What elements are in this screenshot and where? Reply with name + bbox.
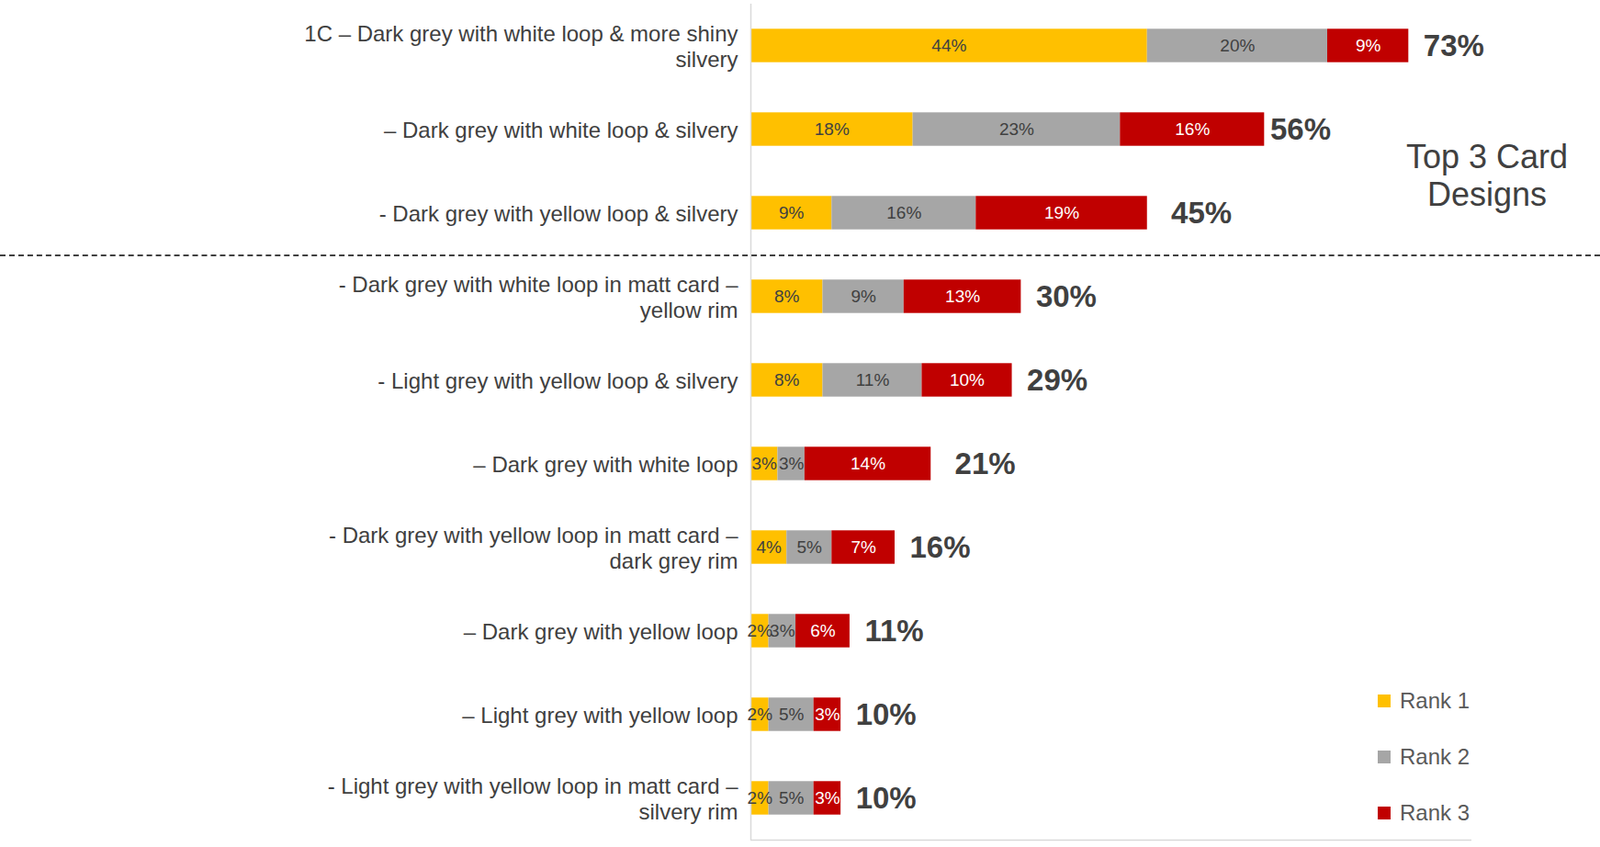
- svg-text:8%: 8%: [774, 286, 800, 306]
- svg-text:7%: 7%: [850, 537, 877, 557]
- svg-text:73%: 73%: [1423, 28, 1485, 63]
- svg-text:5%: 5%: [797, 537, 823, 557]
- svg-text:5%: 5%: [778, 788, 805, 808]
- svg-text:- Dark grey with yellow loop i: - Dark grey with yellow loop in matt car…: [328, 522, 739, 574]
- svg-text:5%: 5%: [778, 704, 805, 724]
- svg-text:3%: 3%: [814, 704, 841, 724]
- svg-text:11%: 11%: [864, 613, 924, 648]
- svg-text:9%: 9%: [850, 286, 877, 306]
- html-text:Top 3 Card Designs: Top 3 Card Designs: [1406, 137, 1568, 214]
- svg-text:11%: 11%: [856, 370, 891, 390]
- svg-text:10%: 10%: [949, 370, 985, 390]
- svg-text:- Light grey with yellow loop: - Light grey with yellow loop in matt ca…: [327, 773, 740, 824]
- svg-text:9%: 9%: [1355, 35, 1382, 56]
- svg-text:9%: 9%: [778, 202, 805, 223]
- svg-text:2%: 2%: [747, 704, 774, 724]
- svg-text:– Dark grey with yellow loop: – Dark grey with yellow loop: [463, 619, 739, 644]
- svg-text:45%: 45%: [1171, 195, 1232, 230]
- svg-text:18%: 18%: [814, 119, 850, 139]
- svg-text:8%: 8%: [774, 370, 800, 390]
- svg-text:3%: 3%: [769, 620, 796, 641]
- svg-text:23%: 23%: [999, 119, 1035, 139]
- svg-text:19%: 19%: [1044, 202, 1080, 223]
- svg-text:20%: 20%: [1219, 35, 1255, 56]
- svg-text:– Dark grey with white loop &: – Dark grey with white loop & silvery: [383, 117, 738, 143]
- svg-text:- Dark grey with white loop in: - Dark grey with white loop in matt card…: [338, 271, 739, 323]
- svg-text:4%: 4%: [755, 537, 782, 557]
- svg-text:– Dark grey with white loop: – Dark grey with white loop: [473, 451, 738, 477]
- svg-text:21%: 21%: [955, 446, 1016, 481]
- svg-text:10%: 10%: [856, 780, 917, 815]
- svg-text:30%: 30%: [1036, 279, 1097, 314]
- svg-text:3%: 3%: [751, 453, 778, 474]
- svg-text:16%: 16%: [886, 202, 922, 223]
- svg-text:13%: 13%: [945, 286, 981, 306]
- svg-text:2%: 2%: [747, 620, 774, 641]
- html-text:Rank 1: Rank 1: [1399, 687, 1470, 713]
- html-text:Rank 2: Rank 2: [1399, 743, 1470, 769]
- svg-text:2%: 2%: [747, 788, 774, 808]
- svg-text:29%: 29%: [1026, 362, 1088, 397]
- svg-text:1C – Dark grey with white loop: 1C – Dark grey with white loop & more sh…: [304, 21, 738, 72]
- svg-text:10%: 10%: [856, 697, 917, 732]
- svg-text:3%: 3%: [778, 453, 805, 474]
- svg-text:14%: 14%: [850, 453, 886, 474]
- html-text:Rank 3: Rank 3: [1399, 799, 1470, 825]
- svg-text:– Light grey with yellow loop: – Light grey with yellow loop: [461, 702, 738, 728]
- svg-text:56%: 56%: [1270, 112, 1331, 147]
- svg-text:- Light grey with yellow loop: - Light grey with yellow loop & silvery: [377, 368, 738, 394]
- svg-text:6%: 6%: [810, 620, 836, 641]
- svg-text:3%: 3%: [814, 788, 841, 808]
- svg-text:16%: 16%: [1174, 119, 1210, 139]
- svg-text:16%: 16%: [910, 529, 971, 564]
- svg-text:44%: 44%: [931, 35, 967, 56]
- svg-text:- Dark grey with yellow loop &: - Dark grey with yellow loop & silvery: [379, 201, 739, 226]
